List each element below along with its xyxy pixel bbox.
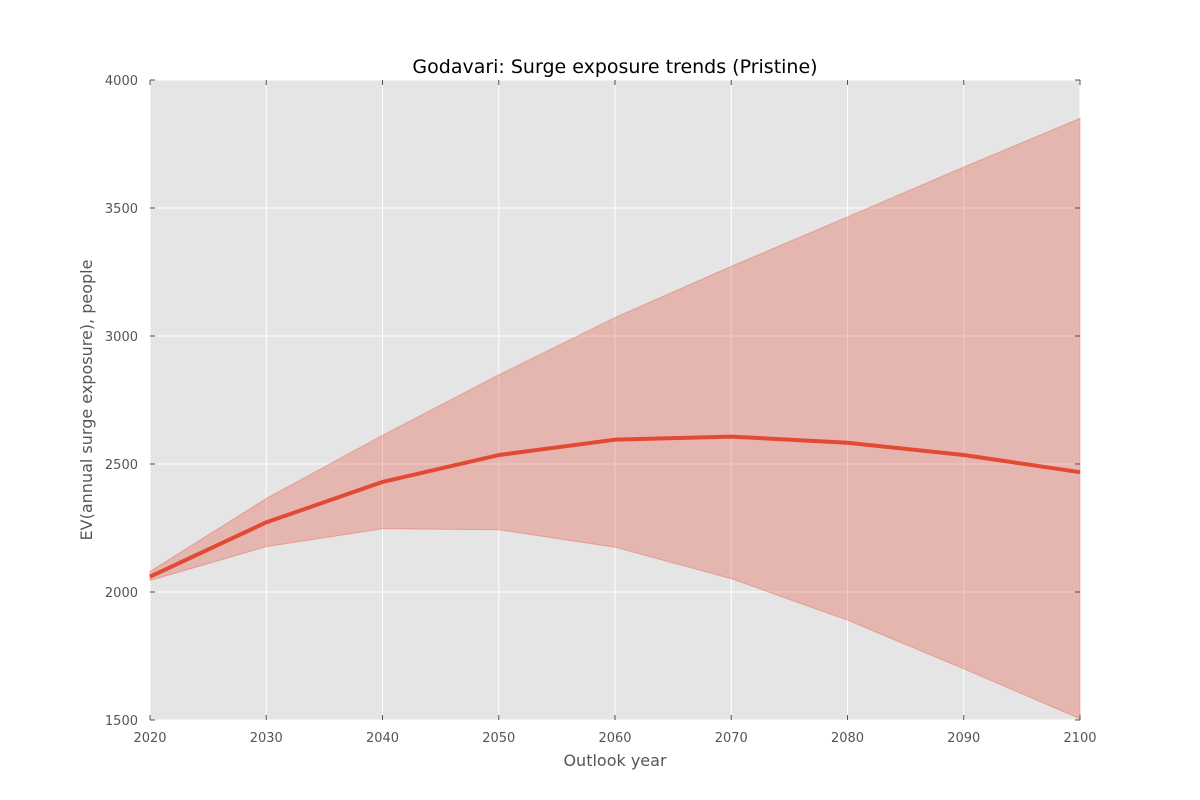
y-tick-label: 3000: [105, 330, 138, 345]
x-tick-label: 2040: [366, 731, 399, 746]
x-tick-labels: 2020 2030 2040 2050 2060 2070 2080 2090 2100: [133, 731, 1096, 746]
x-axis-title: Outlook year: [563, 751, 667, 770]
y-axis-title: EV(annual surge exposure), people: [77, 260, 96, 541]
x-tick-label: 2080: [831, 731, 864, 746]
x-tick-label: 2020: [133, 731, 166, 746]
y-tick-label: 3500: [105, 202, 138, 217]
axis-ticks: [149, 79, 1081, 721]
mean-line: [149, 434, 1081, 579]
x-tick-label: 2070: [715, 731, 748, 746]
y-tick-label: 2500: [105, 458, 138, 473]
y-tick-label: 1500: [105, 714, 138, 729]
x-tick-label: 2060: [598, 731, 631, 746]
x-tick-label: 2090: [947, 731, 980, 746]
x-tick-label: 2100: [1063, 731, 1096, 746]
y-tick-labels: 1500 2000 2500 3000 3500 4000: [105, 74, 138, 729]
chart-title: Godavari: Surge exposure trends (Pristin…: [412, 56, 817, 78]
y-tick-label: 2000: [105, 586, 138, 601]
x-tick-label: 2050: [482, 731, 515, 746]
y-tick-label: 4000: [105, 74, 138, 89]
x-tick-label: 2030: [250, 731, 283, 746]
